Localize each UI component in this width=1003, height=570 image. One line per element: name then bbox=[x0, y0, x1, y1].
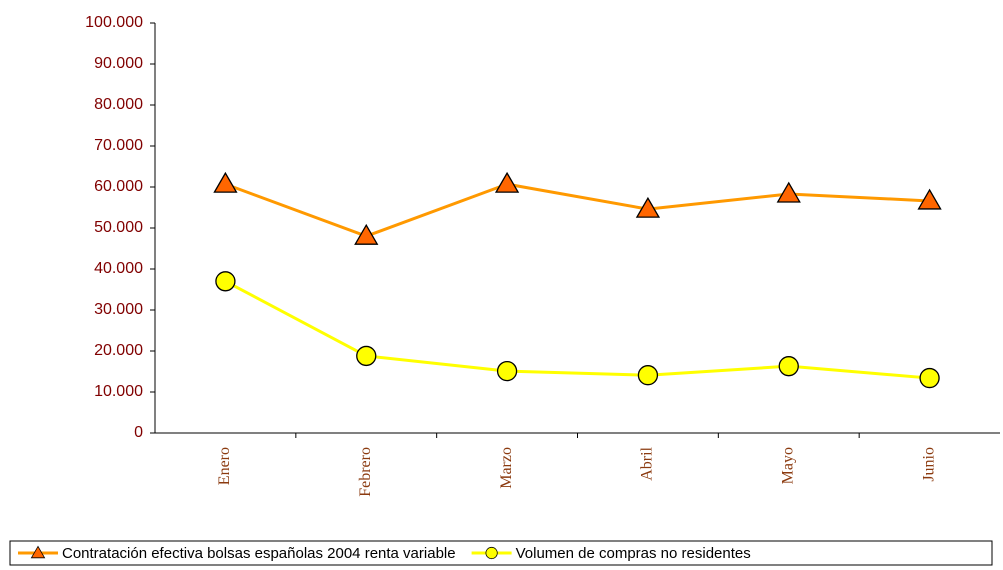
y-tick-label: 10.000 bbox=[94, 383, 143, 400]
x-tick-label: Mayo bbox=[779, 447, 796, 484]
y-tick-label: 100.000 bbox=[85, 14, 143, 31]
data-point bbox=[919, 367, 940, 389]
y-tick-label: 40.000 bbox=[94, 260, 143, 277]
data-point bbox=[494, 171, 520, 193]
x-tick-label: Febrero bbox=[357, 447, 374, 497]
y-tick-label: 30.000 bbox=[94, 301, 143, 318]
y-tick-label: 20.000 bbox=[94, 342, 143, 359]
series-line bbox=[224, 182, 930, 238]
legend-marker bbox=[485, 546, 498, 560]
x-tick-label: Enero bbox=[216, 447, 233, 485]
data-point bbox=[213, 171, 238, 193]
y-tick-label: 60.000 bbox=[94, 178, 143, 195]
x-tick-label: Marzo bbox=[498, 447, 515, 489]
legend-marker bbox=[30, 545, 46, 559]
data-point bbox=[776, 181, 801, 203]
data-point bbox=[354, 223, 379, 245]
y-tick-label: 0 bbox=[134, 424, 143, 441]
legend-label: Contratación efectiva bolsas españolas 2… bbox=[62, 545, 456, 562]
data-point bbox=[778, 356, 799, 377]
x-tick-label: Junio bbox=[920, 447, 937, 482]
data-point bbox=[496, 360, 518, 382]
data-point bbox=[215, 271, 236, 292]
data-point bbox=[635, 196, 661, 218]
y-tick-label: 70.000 bbox=[94, 137, 143, 154]
y-tick-label: 50.000 bbox=[94, 219, 143, 236]
y-tick-label: 90.000 bbox=[94, 55, 143, 72]
series-line bbox=[224, 279, 930, 380]
data-point bbox=[356, 345, 377, 367]
data-point bbox=[917, 188, 942, 210]
y-tick-label: 80.000 bbox=[94, 96, 143, 113]
data-point bbox=[637, 365, 659, 386]
x-tick-label: Abril bbox=[639, 446, 656, 480]
legend-label: Volumen de compras no residentes bbox=[516, 545, 751, 562]
